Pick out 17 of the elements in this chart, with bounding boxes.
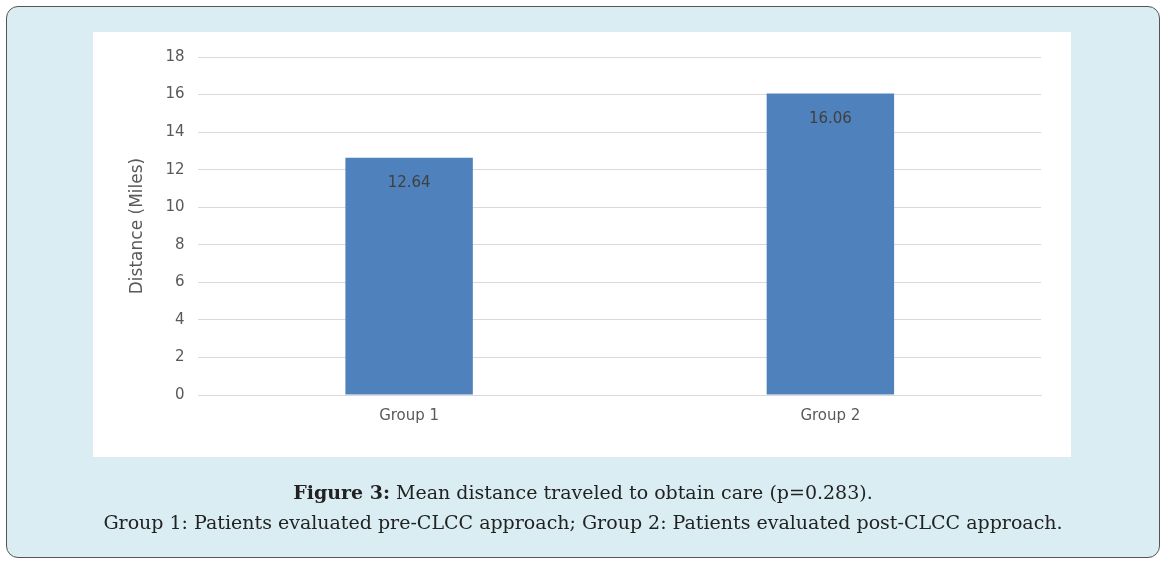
y-tick-label: 14 <box>165 122 185 140</box>
data-label: 16.06 <box>808 108 852 127</box>
y-axis-title: Distance (Miles) <box>125 157 146 295</box>
text: Group 1: Patients evaluated pre-CLCC approach; Group 2: Patients evaluated post-CLCC approach. <box>102 510 1064 535</box>
y-tick-label: 16 <box>165 84 185 103</box>
y-tick-label: 8 <box>174 234 185 253</box>
x-tick-label: Group 2 <box>800 405 861 424</box>
y-tick-label: 0 <box>174 384 185 403</box>
caption: Figure 3: Mean distance traveled to obtain care (p=0.283). <box>293 481 873 503</box>
y-tick-label: 18 <box>165 46 185 65</box>
x-tick-label: Group 1 <box>379 405 440 424</box>
y-tick-label: 10 <box>165 197 185 216</box>
y-tick-label: 2 <box>174 347 185 366</box>
y-tick-label: 4 <box>174 309 185 328</box>
y-tick-label: 6 <box>174 272 185 291</box>
data-label: 12.64 <box>387 173 431 192</box>
y-tick-label: 12 <box>165 159 185 178</box>
